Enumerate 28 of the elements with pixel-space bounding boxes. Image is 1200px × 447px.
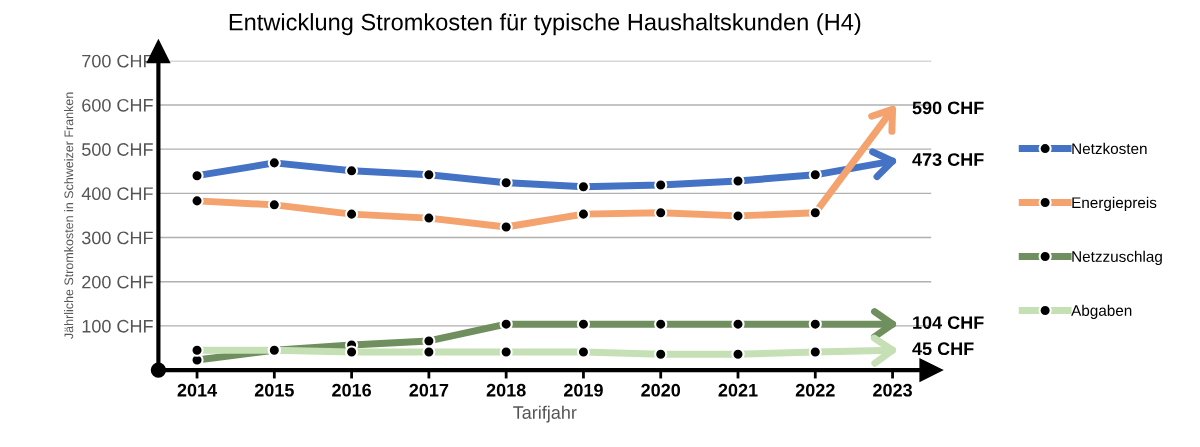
y-tick-label: 600 CHF: [82, 98, 153, 112]
x-tick-label: 2020: [641, 383, 681, 397]
x-tick-label: 2017: [409, 383, 449, 397]
x-tick-label: 2019: [563, 383, 603, 397]
annotation: 104 CHF: [913, 316, 984, 330]
chart-title: Entwicklung Stromkosten für typische Haushaltskunden (H4): [229, 13, 861, 36]
legend-label: Energiepreis: [1072, 196, 1157, 212]
x-tick-label: 2016: [332, 383, 372, 397]
y-tick-label: 400 CHF: [81, 187, 153, 201]
y-tick-label: 700 CHF: [82, 54, 153, 68]
annotation: 590 CHF: [912, 101, 984, 115]
y-axis-title: Jährliche Stromkosten in Schweizer Franken: [64, 92, 74, 339]
x-tick-label: 2018: [486, 383, 526, 397]
y-tick-label: 300 CHF: [81, 231, 153, 245]
x-tick-label: 2014: [177, 383, 218, 397]
y-tick-label: 200 CHF: [82, 275, 153, 289]
legend-label: Netzzuschlag: [1072, 250, 1162, 266]
legend-label: Abgaben: [1071, 304, 1132, 319]
y-tick-label: 500 CHF: [82, 143, 153, 156]
x-tick-label: 2021: [718, 383, 758, 397]
annotation: 45 CHF: [912, 342, 974, 356]
x-tick-label: 2023: [873, 383, 912, 397]
legend-label: Netzkosten: [1072, 142, 1147, 155]
x-tick-label: 2015: [254, 383, 294, 397]
x-tick-label: 2022: [795, 383, 835, 397]
y-tick-label: 100 CHF: [82, 319, 153, 333]
annotation: 473 CHF: [912, 153, 984, 166]
x-axis-title: Tarifjahr: [513, 405, 577, 423]
